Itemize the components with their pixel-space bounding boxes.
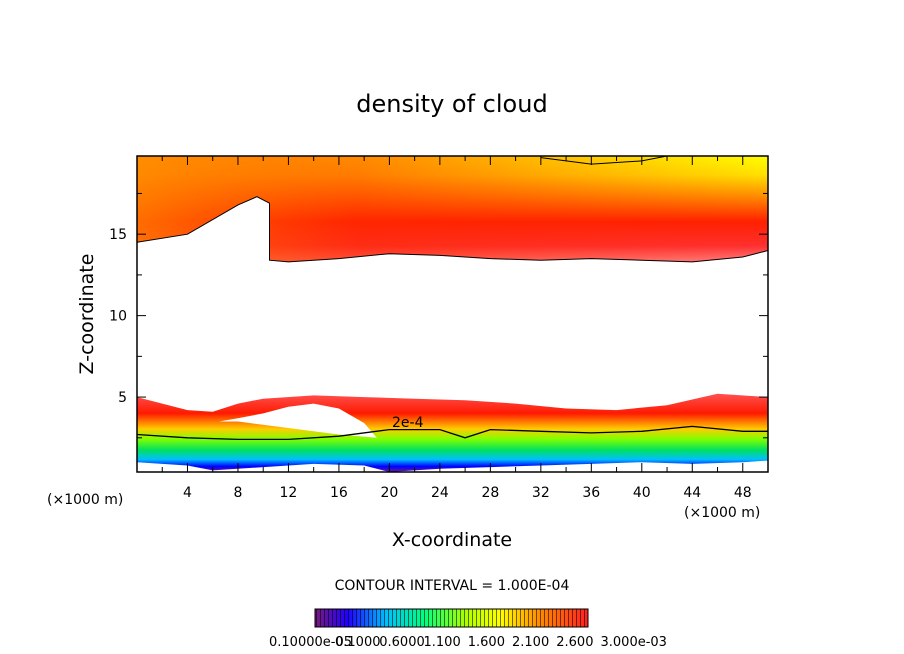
colorbar-frame [314, 608, 589, 628]
chart-title: density of cloud [356, 90, 547, 118]
x-tick-label: 48 [734, 485, 752, 501]
y-axis-ticks: 5 10 15 [109, 192, 768, 439]
x-tick-label: 32 [532, 485, 550, 501]
x-axis-label: X-coordinate [392, 529, 512, 551]
upper-bottom-contour [137, 196, 768, 263]
x-tick-label: 24 [431, 485, 449, 501]
colorbar-tick-label: 2.100 [512, 635, 549, 650]
colorbar-tick-label: 2.600 [556, 635, 593, 650]
x-tick-label: 44 [683, 485, 701, 501]
x-tick-label: 28 [481, 485, 499, 501]
x-tick-label: 20 [380, 485, 398, 501]
contour-label: 2e-4 [392, 415, 424, 431]
x-tick-label: 4 [183, 485, 192, 501]
colorbar-tick-label: 1.600 [468, 635, 505, 650]
x-tick-label: 40 [633, 485, 651, 501]
y-tick-label: 10 [109, 309, 127, 325]
plot-area: 2e-4 [137, 156, 768, 472]
x-axis-ticks: 4 8 12 16 20 24 28 32 36 40 44 48 [161, 156, 752, 501]
colorbar-tick-label: 1.100 [424, 635, 461, 650]
colorbar [314, 608, 589, 628]
contour-interval-text: CONTOUR INTERVAL = 1.000E-04 [335, 578, 570, 594]
lower-cloud-layer [137, 393, 768, 472]
upper-cloud-shading [137, 156, 768, 262]
contour-2e-4-line [137, 425, 768, 441]
plot-frame [136, 155, 769, 473]
x-unit-left: (×1000 m) [47, 492, 123, 508]
colorbar-tick-label: 3.000e-03 [601, 635, 667, 650]
colorbar-stripes [315, 609, 588, 627]
x-tick-label: 16 [330, 485, 348, 501]
y-axis-label: Z-coordinate [76, 254, 98, 375]
y-tick-label: 15 [109, 227, 127, 243]
x-tick-label: 36 [582, 485, 600, 501]
lower-clear-gap [219, 403, 377, 438]
x-tick-label: 8 [233, 485, 242, 501]
y-tick-label: 5 [118, 390, 127, 406]
colorbar-start-label: 0.10000e-05 [269, 635, 352, 650]
colorbar-tick-label: 0.6000 [379, 635, 425, 650]
colorbar-tick-label: 0.1000 [335, 635, 381, 650]
x-tick-label: 12 [280, 485, 298, 501]
x-unit-right: (×1000 m) [684, 505, 760, 521]
